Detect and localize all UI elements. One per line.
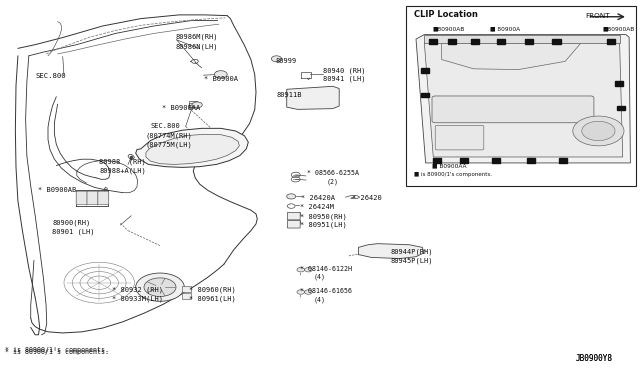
- Bar: [552, 39, 561, 44]
- FancyBboxPatch shape: [182, 286, 191, 292]
- Text: 80911B: 80911B: [276, 92, 302, 98]
- Text: * 80961(LH): * 80961(LH): [189, 295, 236, 302]
- Bar: [471, 39, 479, 44]
- Text: * B0900AB: * B0900AB: [38, 187, 77, 193]
- Circle shape: [297, 290, 305, 294]
- Bar: [429, 39, 437, 44]
- Text: 80988+A(LH): 80988+A(LH): [99, 167, 146, 174]
- Text: 80988  (RH): 80988 (RH): [99, 158, 146, 165]
- Bar: [607, 39, 615, 44]
- FancyBboxPatch shape: [424, 35, 620, 43]
- Text: * 08566-6255A: * 08566-6255A: [307, 170, 359, 176]
- Text: (80774M(RH): (80774M(RH): [146, 132, 193, 139]
- FancyBboxPatch shape: [435, 125, 484, 150]
- Bar: [421, 93, 429, 97]
- FancyBboxPatch shape: [287, 221, 300, 228]
- Text: (4): (4): [314, 296, 326, 303]
- Bar: [525, 39, 533, 44]
- Text: * is 80900/1's components.: * is 80900/1's components.: [5, 349, 109, 355]
- Text: JB0900Y8: JB0900Y8: [576, 355, 613, 363]
- Bar: [559, 158, 567, 163]
- Text: ■ B0900AA: ■ B0900AA: [432, 163, 467, 169]
- Text: * 08146-6122H: * 08146-6122H: [300, 266, 351, 272]
- Polygon shape: [146, 134, 239, 164]
- Polygon shape: [424, 40, 623, 157]
- Text: 80944P(RH): 80944P(RH): [390, 249, 433, 256]
- Polygon shape: [442, 44, 580, 70]
- Circle shape: [573, 116, 624, 146]
- Text: * 26420A: * 26420A: [301, 195, 335, 201]
- Text: * 80932 (RH): * 80932 (RH): [112, 286, 163, 293]
- FancyBboxPatch shape: [76, 191, 87, 205]
- FancyBboxPatch shape: [87, 191, 98, 205]
- Bar: [421, 68, 429, 73]
- Bar: [497, 39, 505, 44]
- FancyBboxPatch shape: [98, 191, 109, 205]
- FancyBboxPatch shape: [432, 96, 594, 123]
- Text: ■ is 80900/1's components.: ■ is 80900/1's components.: [414, 171, 492, 177]
- Polygon shape: [136, 128, 248, 167]
- Circle shape: [144, 278, 176, 296]
- Circle shape: [297, 267, 305, 272]
- Text: 80941 (LH): 80941 (LH): [323, 76, 365, 83]
- Circle shape: [582, 121, 615, 141]
- Bar: [492, 158, 500, 163]
- Text: 80940 (RH): 80940 (RH): [323, 67, 365, 74]
- Text: * B0900A: * B0900A: [204, 76, 237, 82]
- Text: ■80900AB: ■80900AB: [602, 27, 634, 32]
- Text: * B0900AA: * B0900AA: [162, 105, 200, 111]
- Bar: [448, 39, 456, 44]
- Text: * 26420: * 26420: [352, 195, 381, 201]
- Text: JB0900Y8: JB0900Y8: [576, 355, 613, 363]
- Text: (80775M(LH): (80775M(LH): [146, 141, 193, 148]
- Text: * 80933M(LH): * 80933M(LH): [112, 295, 163, 302]
- Text: 80999: 80999: [275, 58, 296, 64]
- Text: * 80950(RH): * 80950(RH): [300, 213, 346, 220]
- Circle shape: [287, 194, 296, 199]
- Text: FRONT: FRONT: [586, 13, 610, 19]
- Text: * 08146-61656: * 08146-61656: [300, 288, 351, 294]
- Circle shape: [271, 56, 282, 62]
- Polygon shape: [416, 35, 630, 163]
- Text: (2): (2): [326, 178, 339, 185]
- FancyBboxPatch shape: [182, 293, 191, 299]
- Circle shape: [214, 71, 227, 78]
- Text: * is 80900/1's components.: * is 80900/1's components.: [5, 347, 109, 353]
- Text: CLIP Location: CLIP Location: [414, 10, 478, 19]
- Polygon shape: [358, 244, 424, 259]
- Circle shape: [305, 267, 312, 272]
- Text: 80986M(RH): 80986M(RH): [176, 34, 218, 41]
- Text: SEC.800: SEC.800: [150, 124, 180, 129]
- Text: 80986N(LH): 80986N(LH): [176, 43, 218, 50]
- Text: (4): (4): [314, 274, 326, 280]
- Text: * 80951(LH): * 80951(LH): [300, 222, 346, 228]
- FancyBboxPatch shape: [287, 212, 300, 220]
- Text: 80900(RH): 80900(RH): [52, 220, 91, 227]
- Text: 80901 (LH): 80901 (LH): [52, 228, 95, 235]
- Bar: [460, 158, 468, 163]
- Text: 80945P(LH): 80945P(LH): [390, 258, 433, 264]
- Text: * 80960(RH): * 80960(RH): [189, 287, 236, 294]
- Bar: [433, 158, 441, 163]
- Bar: [527, 158, 535, 163]
- Circle shape: [136, 273, 184, 301]
- FancyBboxPatch shape: [406, 6, 636, 186]
- Bar: [617, 106, 625, 110]
- Polygon shape: [287, 86, 339, 109]
- Text: ■80900AB: ■80900AB: [432, 27, 464, 32]
- Circle shape: [192, 102, 202, 108]
- Text: * 26424M: * 26424M: [300, 204, 333, 210]
- Circle shape: [305, 290, 312, 294]
- Bar: [615, 81, 623, 86]
- Text: ■ 80900A: ■ 80900A: [490, 27, 520, 32]
- Text: SEC.800: SEC.800: [35, 73, 66, 79]
